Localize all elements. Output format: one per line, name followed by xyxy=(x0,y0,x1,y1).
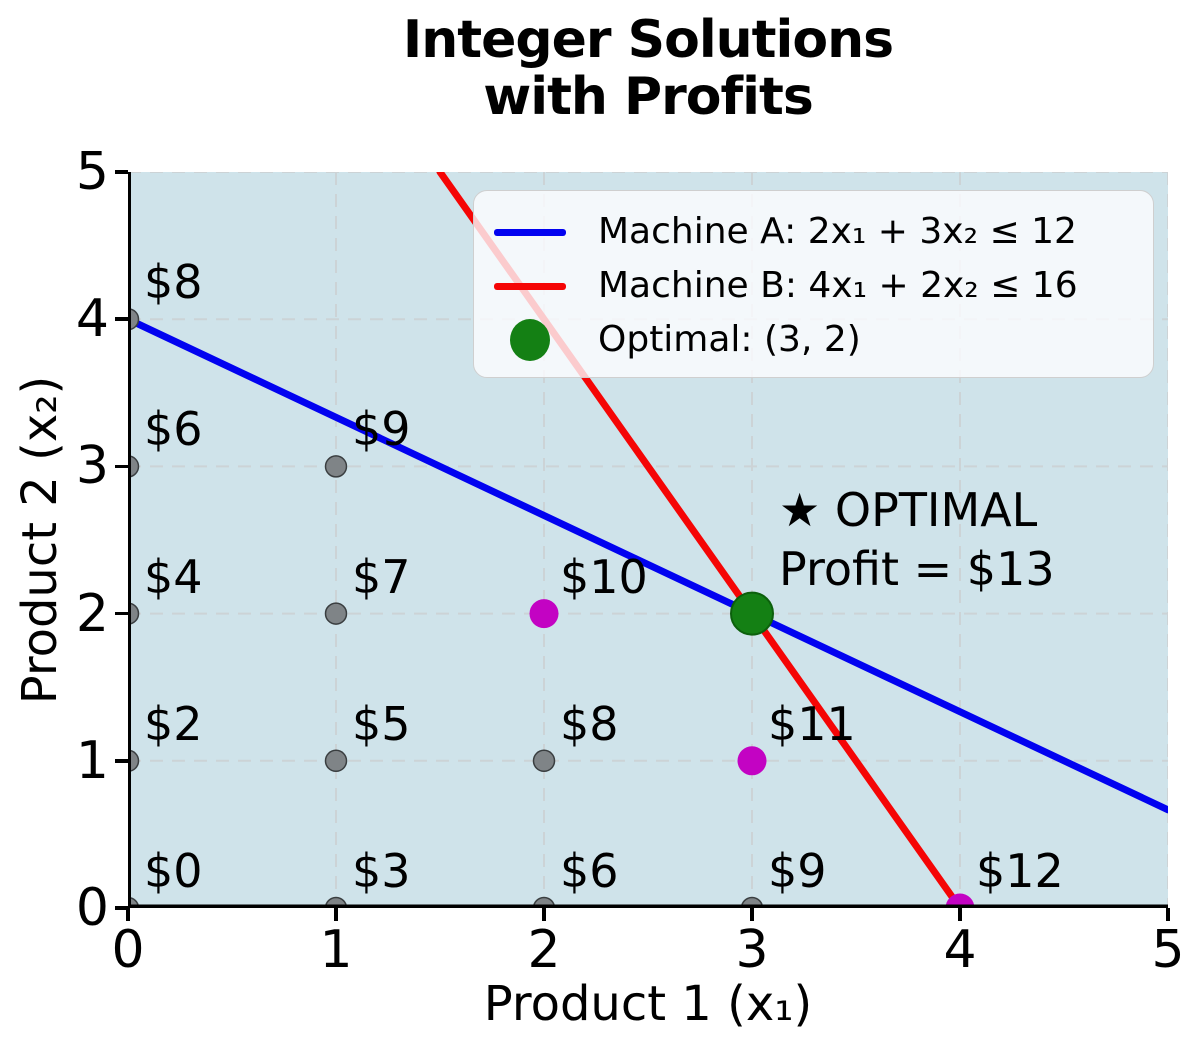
profit-label: $10 xyxy=(560,549,648,604)
x-tick-mark xyxy=(750,908,754,921)
legend-label: Machine A: 2x₁ + 3x₂ ≤ 12 xyxy=(598,211,1077,252)
profit-label: $12 xyxy=(976,844,1064,898)
profit-label: $0 xyxy=(144,844,203,898)
y-tick-label: 2 xyxy=(75,583,109,644)
optimal-dot-swatch xyxy=(494,319,566,361)
profit-label: $11 xyxy=(768,696,856,751)
profit-label: $5 xyxy=(352,696,411,751)
y-tick-mark xyxy=(115,611,128,616)
x-tick-mark xyxy=(334,908,338,921)
x-tick-mark xyxy=(542,908,546,921)
profit-label: $2 xyxy=(144,696,203,751)
y-tick-mark xyxy=(115,906,128,910)
profit-label: $9 xyxy=(352,402,411,457)
x-tick-label: 2 xyxy=(527,920,561,980)
x-tick-label: 1 xyxy=(319,920,353,980)
optimal-annotation: ★ OPTIMAL Profit = $13 xyxy=(779,483,1055,596)
x-tick-label: 0 xyxy=(111,920,145,980)
y-axis-label: Product 2 (x₂) xyxy=(12,375,68,705)
legend-box: Machine A: 2x₁ + 3x₂ ≤ 12 Machine B: 4x₁… xyxy=(473,190,1154,378)
y-tick-label: 3 xyxy=(75,436,109,497)
y-tick-label: 5 xyxy=(75,142,109,202)
x-tick-label: 5 xyxy=(1151,920,1185,980)
profit-label: $8 xyxy=(560,696,619,751)
profit-label: $7 xyxy=(352,549,411,604)
y-tick-label: 1 xyxy=(75,730,109,791)
legend-item-machine-b: Machine B: 4x₁ + 2x₂ ≤ 16 xyxy=(494,259,1145,313)
x-tick-label: 3 xyxy=(735,920,769,980)
x-tick-mark xyxy=(958,908,962,921)
machine-a-line-swatch xyxy=(494,228,566,236)
x-axis-label: Product 1 (x₁) xyxy=(483,976,813,1032)
profit-label: $8 xyxy=(144,255,203,310)
y-tick-mark xyxy=(115,170,128,174)
y-tick-label: 4 xyxy=(75,289,109,350)
x-tick-mark xyxy=(126,908,130,921)
chart-title: Integer Solutions with Profits xyxy=(402,10,894,128)
y-tick-mark xyxy=(115,317,128,321)
x-tick-mark xyxy=(1166,908,1170,921)
legend-label: Machine B: 4x₁ + 2x₂ ≤ 16 xyxy=(598,265,1078,306)
machine-b-line-swatch xyxy=(494,282,566,290)
y-tick-mark xyxy=(115,759,128,763)
x-tick-label: 4 xyxy=(943,920,977,980)
profit-label: $9 xyxy=(768,844,827,898)
y-tick-mark xyxy=(115,464,128,469)
profit-label: $6 xyxy=(560,844,619,898)
y-tick-label: 0 xyxy=(75,878,109,938)
profit-label: $3 xyxy=(352,844,411,898)
legend-item-optimal: Optimal: (3, 2) xyxy=(494,313,1145,367)
legend-item-machine-a: Machine A: 2x₁ + 3x₂ ≤ 12 xyxy=(494,205,1145,259)
profit-label: $6 xyxy=(144,402,203,457)
legend-label: Optimal: (3, 2) xyxy=(598,319,861,360)
profit-label: $4 xyxy=(144,549,203,604)
